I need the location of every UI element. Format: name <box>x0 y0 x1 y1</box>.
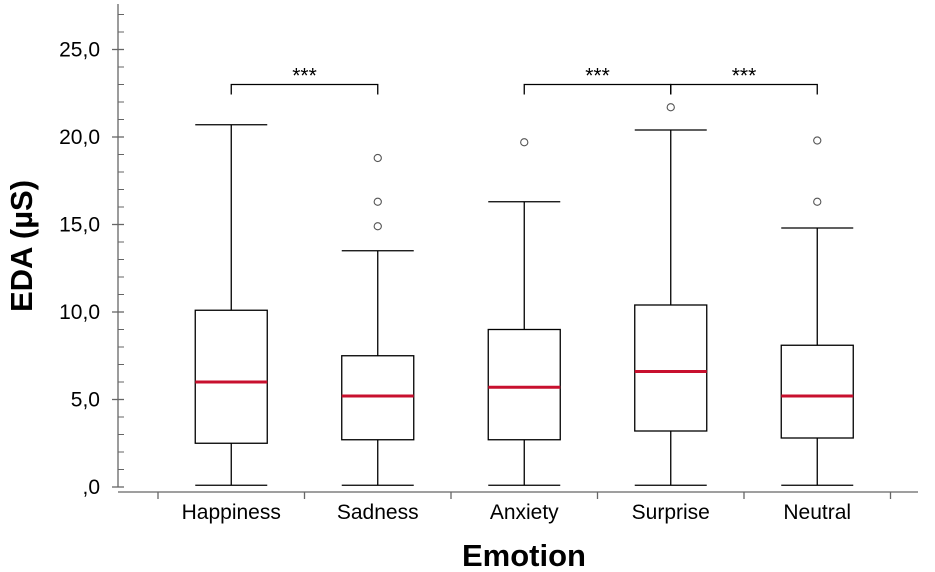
bracket-line <box>230 83 379 95</box>
box-sadness <box>341 153 415 486</box>
y-tick-label: 25,0 <box>59 39 100 62</box>
outlier-point <box>666 103 675 112</box>
y-tick-label: ,0 <box>82 476 100 499</box>
significance-bracket: *** <box>523 65 672 95</box>
category-label: Sadness <box>337 501 419 524</box>
bracket-line <box>670 83 818 95</box>
iqr-box <box>194 309 268 444</box>
category-label: Neutral <box>783 501 851 524</box>
y-tick-label: 10,0 <box>59 301 100 324</box>
outlier-point <box>813 197 822 206</box>
significance-label: *** <box>292 65 317 88</box>
iqr-box <box>487 328 561 441</box>
y-tick-label: 5,0 <box>71 389 100 412</box>
box-surprise <box>634 103 708 486</box>
y-axis-title: EDA (µS) <box>4 180 39 312</box>
y-tick-label: 20,0 <box>59 126 100 149</box>
outlier-point <box>520 138 529 147</box>
outlier-point <box>373 222 382 231</box>
category-label: Surprise <box>632 501 710 524</box>
boxes <box>194 103 854 486</box>
y-tick-label: 15,0 <box>59 214 100 237</box>
significance-bracket: *** <box>670 65 818 95</box>
significance-label: *** <box>585 65 610 88</box>
significance-bracket: *** <box>230 65 379 95</box>
outlier-point <box>813 136 822 145</box>
iqr-box <box>341 355 415 441</box>
outlier-point <box>373 197 382 206</box>
significance-label: *** <box>732 65 757 88</box>
significance-brackets: *** *** *** <box>230 65 818 95</box>
y-axis-ticks: ,0 5,0 10,0 15,0 20,0 25,0 <box>59 39 124 499</box>
outlier-point <box>373 153 382 163</box>
category-label: Happiness <box>182 501 281 524</box>
iqr-box <box>634 304 708 432</box>
box-neutral <box>780 136 854 486</box>
x-axis-ticks: Happiness Sadness Anxiety Surprise Neutral <box>157 492 892 524</box>
x-axis-title: Emotion <box>462 538 586 572</box>
box-happiness <box>194 124 268 486</box>
category-label: Anxiety <box>490 501 559 524</box>
iqr-box <box>780 344 854 439</box>
y-minor-ticks <box>118 14 124 470</box>
box-anxiety <box>487 138 561 486</box>
